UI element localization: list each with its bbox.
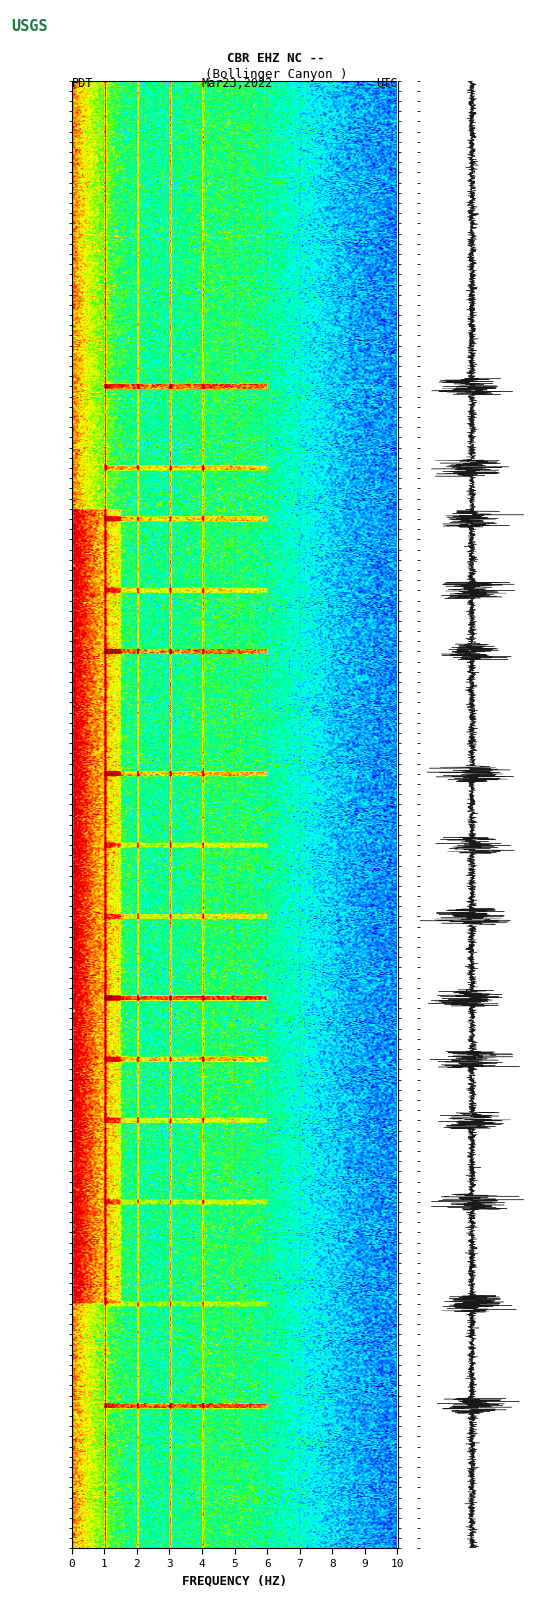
Text: PDT: PDT [72, 77, 93, 90]
Text: USGS: USGS [11, 19, 47, 34]
X-axis label: FREQUENCY (HZ): FREQUENCY (HZ) [182, 1574, 287, 1587]
Text: UTC: UTC [376, 77, 397, 90]
Text: CBR EHZ NC --: CBR EHZ NC -- [227, 52, 325, 65]
Text: (Bollinger Canyon ): (Bollinger Canyon ) [205, 68, 347, 81]
Text: Mar23,2022: Mar23,2022 [201, 77, 273, 90]
